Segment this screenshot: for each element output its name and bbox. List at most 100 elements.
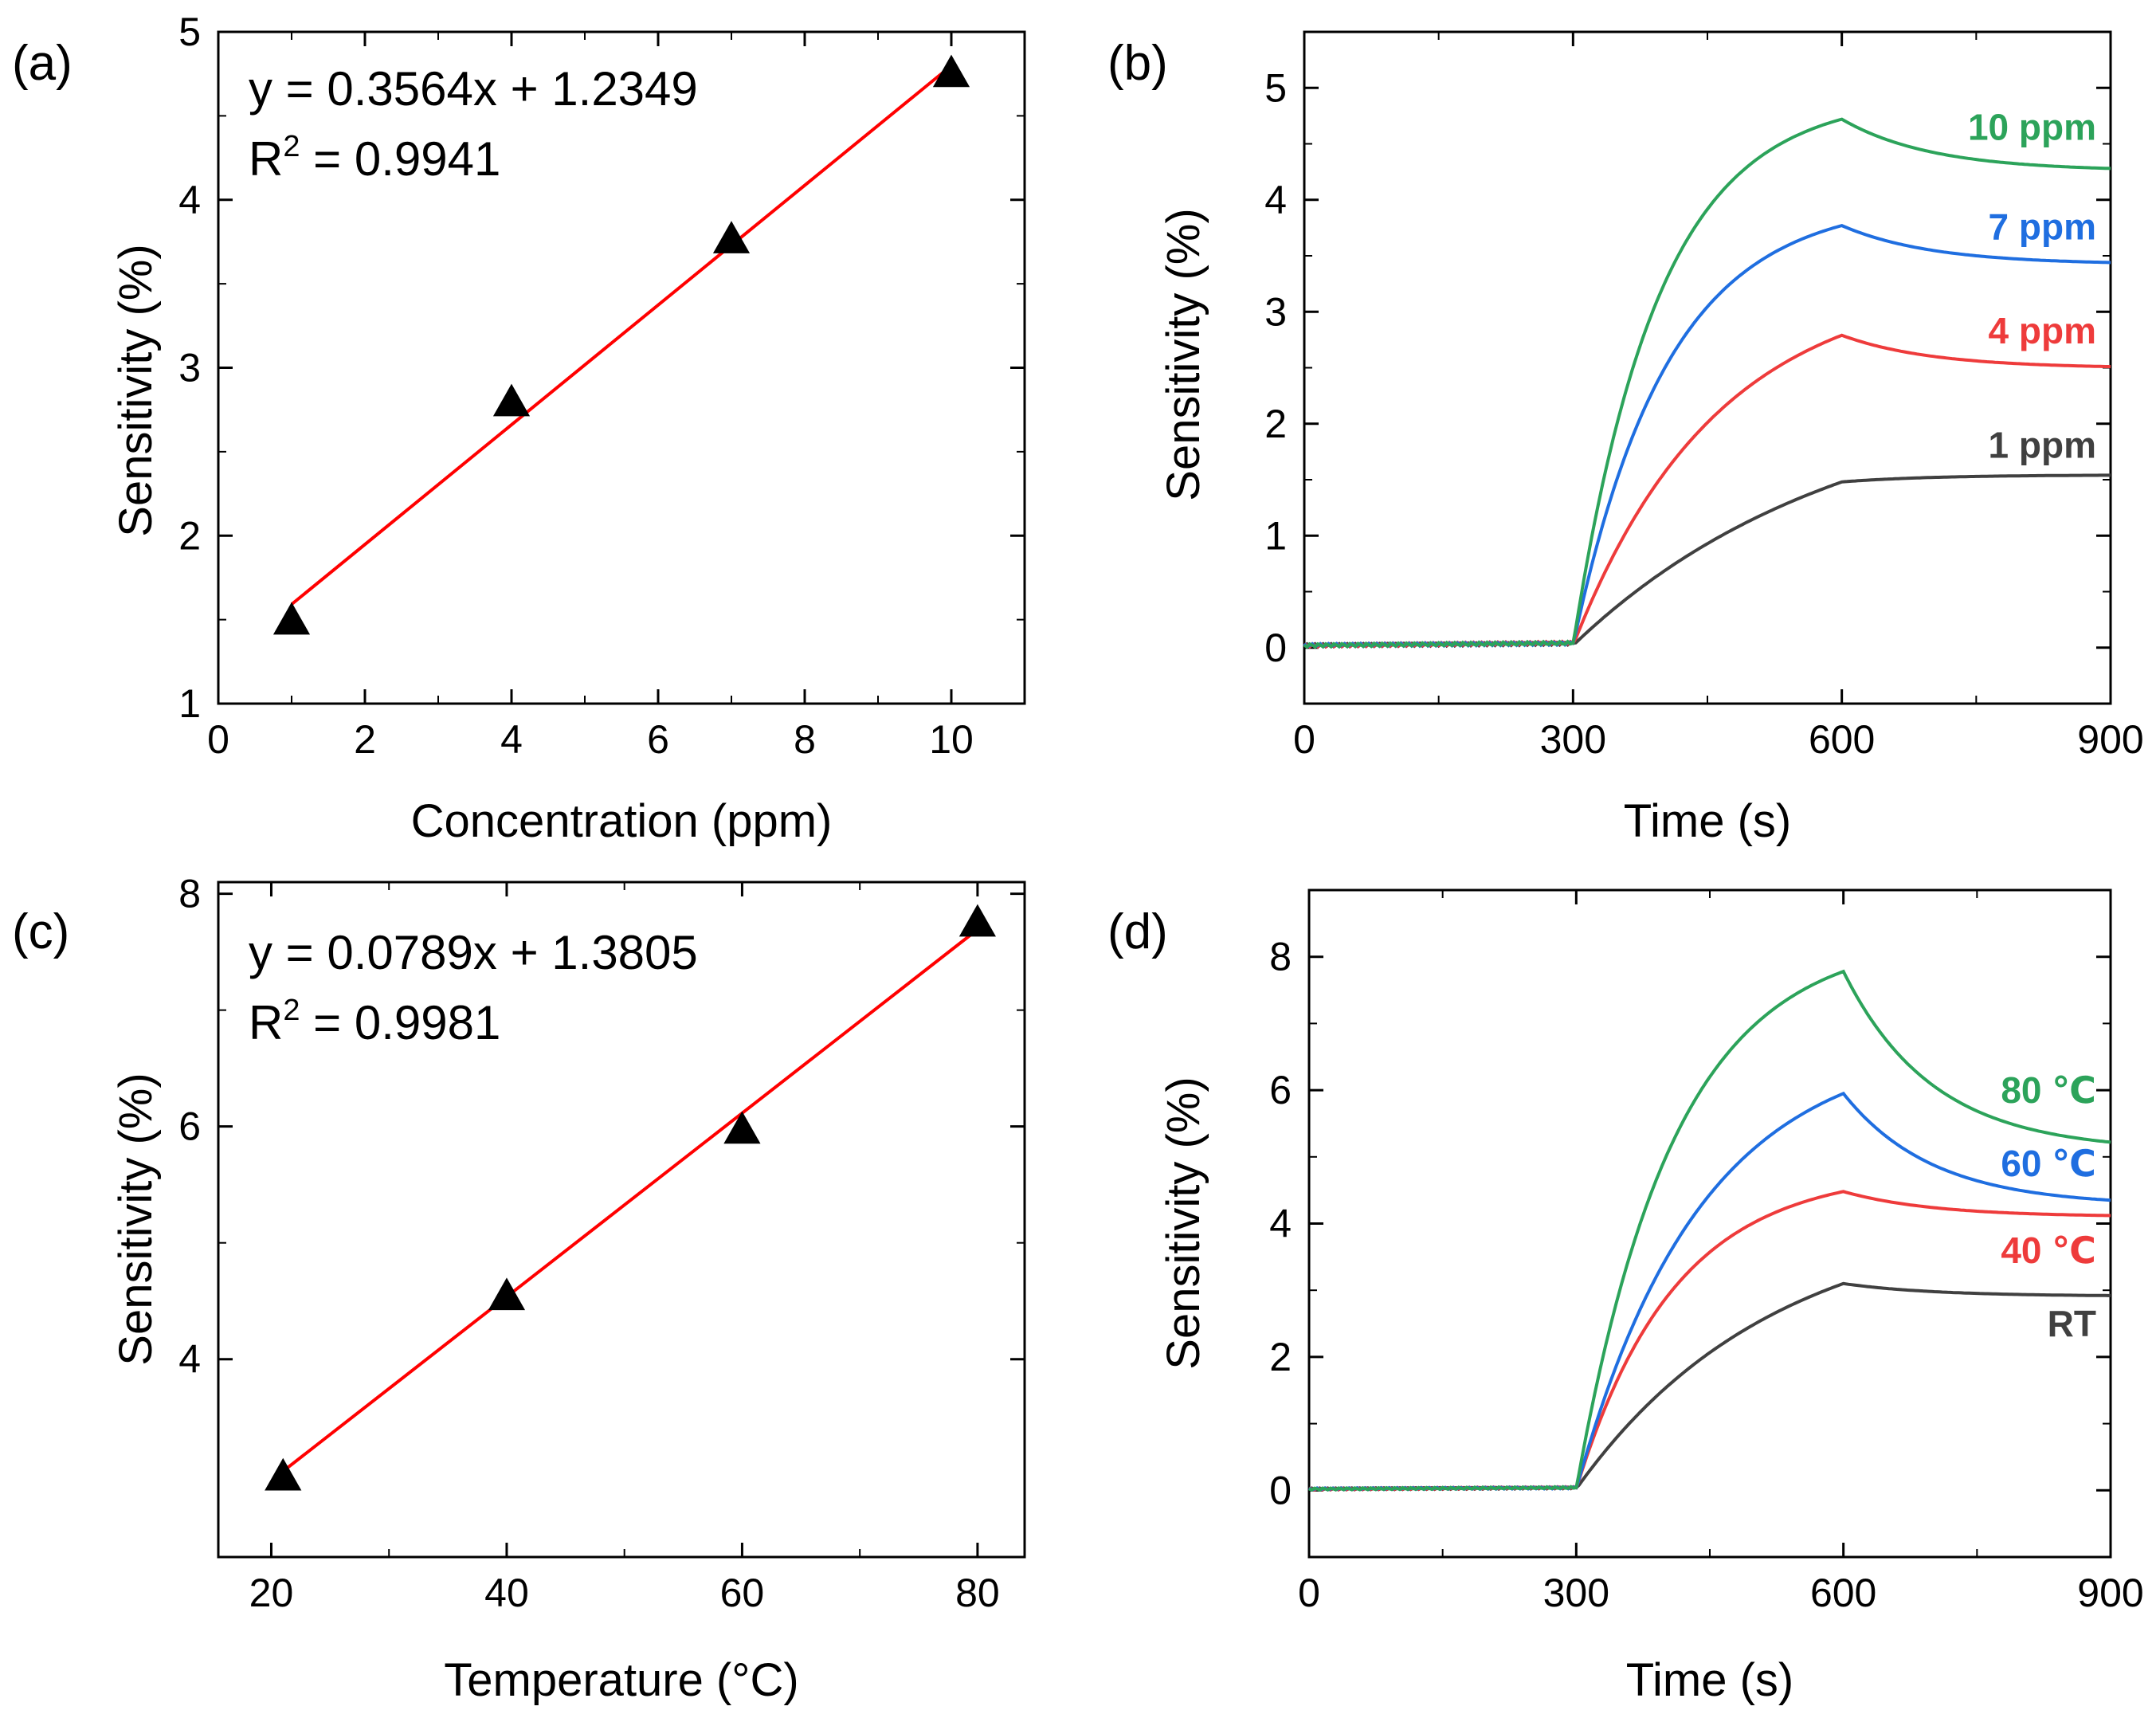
panel-d-ticks: 0 300 600 900 0 2 4 6 8 xyxy=(1269,890,2144,1615)
x-tick-label: 300 xyxy=(1540,717,1606,762)
panel-b-label: (b) xyxy=(1107,36,1168,91)
panel-b: (b) 0 300 600 900 0 1 2 3 4 5 1 ppm 4 ppm 7 ppm 10 p… xyxy=(1107,30,2144,847)
series-label: RT xyxy=(2048,1303,2096,1344)
x-tick-label: 600 xyxy=(1810,1571,1876,1615)
panel-b-series-labels: 1 ppm 4 ppm 7 ppm 10 ppm xyxy=(1968,106,2096,465)
x-tick-label: 10 xyxy=(929,717,974,762)
series-line-60- xyxy=(1307,1091,2111,1492)
panel-c-plot-frame xyxy=(217,881,1026,1559)
panel-c-label: (c) xyxy=(12,904,69,959)
series-line-10-ppm xyxy=(1303,117,2111,649)
y-tick-label: 2 xyxy=(178,513,201,558)
panel-c-equation: y = 0.0789x + 1.3805 xyxy=(249,926,698,979)
panel-c-y-axis-title: Sensitivity (%) xyxy=(110,1073,162,1365)
data-point-triangle xyxy=(488,1277,526,1311)
data-point-triangle xyxy=(712,221,751,253)
panel-c-r2-value: = 0.9981 xyxy=(300,996,500,1049)
series-label: 4 ppm xyxy=(1989,310,2096,351)
y-tick-label: 4 xyxy=(1264,178,1287,222)
data-point-triangle xyxy=(265,1457,302,1491)
panel-c-r2: R2 = 0.9981 xyxy=(249,994,500,1049)
y-tick-label: 6 xyxy=(178,1104,201,1149)
series-label: 60 ℃ xyxy=(2001,1143,2096,1184)
y-tick-label: 3 xyxy=(178,346,201,390)
panel-a-fit-line xyxy=(290,64,953,606)
panel-c: (c) 20 40 60 80 4 6 8 y = 0.0789x + 1.3805 R2 … xyxy=(12,872,1026,1706)
panel-a-points xyxy=(272,54,970,635)
panel-b-curves xyxy=(1303,117,2111,649)
panel-a-r2-value: = 0.9941 xyxy=(300,132,500,186)
panel-a-equation: y = 0.3564x + 1.2349 xyxy=(249,62,698,116)
panel-d-plot-frame xyxy=(1307,888,2112,1559)
series-line-1-ppm xyxy=(1303,473,2111,649)
series-line-4-ppm xyxy=(1303,333,2111,649)
series-line-rt xyxy=(1308,1281,2111,1492)
series-label: 1 ppm xyxy=(1989,424,2096,465)
y-tick-label: 8 xyxy=(178,872,201,916)
x-tick-label: 900 xyxy=(2077,1571,2143,1615)
panel-c-x-axis-title: Temperature (°C) xyxy=(444,1654,798,1706)
y-tick-label: 4 xyxy=(1269,1202,1292,1246)
x-tick-label: 60 xyxy=(720,1571,765,1615)
series-label: 10 ppm xyxy=(1968,106,2096,147)
series-line-40- xyxy=(1308,1190,2111,1492)
data-point-triangle xyxy=(958,904,997,937)
y-tick-label: 0 xyxy=(1264,626,1287,670)
y-tick-label: 2 xyxy=(1264,402,1287,446)
x-tick-label: 4 xyxy=(500,717,523,762)
panel-b-x-axis-title: Time (s) xyxy=(1624,795,1791,847)
x-tick-label: 0 xyxy=(1298,1571,1320,1615)
x-tick-label: 600 xyxy=(1809,717,1875,762)
panel-d-label: (d) xyxy=(1107,904,1168,959)
y-tick-label: 4 xyxy=(178,178,201,222)
series-label: 40 ℃ xyxy=(2001,1230,2096,1271)
x-tick-label: 80 xyxy=(955,1571,1000,1615)
y-tick-label: 5 xyxy=(1264,65,1287,110)
y-tick-label: 6 xyxy=(1269,1068,1292,1112)
panel-d-curves xyxy=(1307,969,2111,1492)
y-tick-label: 5 xyxy=(178,10,201,54)
panel-c-r2-sup: 2 xyxy=(283,994,300,1027)
data-point-triangle xyxy=(932,54,970,88)
y-tick-label: 3 xyxy=(1264,289,1287,334)
data-point-triangle xyxy=(492,383,531,417)
data-point-triangle xyxy=(272,602,311,635)
x-tick-label: 8 xyxy=(794,717,816,762)
x-tick-label: 900 xyxy=(2077,717,2143,762)
series-label: 7 ppm xyxy=(1989,206,2096,247)
x-tick-label: 300 xyxy=(1543,1571,1609,1615)
panel-a-r2-sup: 2 xyxy=(283,130,300,163)
y-tick-label: 4 xyxy=(178,1337,201,1382)
x-tick-label: 20 xyxy=(249,1571,294,1615)
panel-a-label: (a) xyxy=(12,36,73,91)
series-label: 80 ℃ xyxy=(2001,1069,2096,1111)
x-tick-label: 40 xyxy=(484,1571,529,1615)
panel-d: (d) 0 300 600 900 0 2 4 6 8 RT 40 ℃ 60 ℃ 80 ℃ Time … xyxy=(1107,888,2144,1706)
y-tick-label: 1 xyxy=(178,681,201,726)
panel-b-y-axis-title: Sensitivity (%) xyxy=(1158,208,1209,500)
panel-d-y-axis-title: Sensitivity (%) xyxy=(1158,1077,1209,1369)
panel-c-r2-label: R xyxy=(249,996,283,1049)
y-tick-label: 2 xyxy=(1269,1335,1292,1379)
series-line-80- xyxy=(1308,969,2111,1492)
panel-a-r2: R2 = 0.9941 xyxy=(249,130,500,186)
data-point-triangle xyxy=(723,1111,761,1144)
panel-a-x-axis-title: Concentration (ppm) xyxy=(411,795,833,847)
panel-c-fit-line xyxy=(282,928,979,1473)
panel-a-y-axis-title: Sensitivity (%) xyxy=(110,244,162,536)
panel-d-x-axis-title: Time (s) xyxy=(1626,1654,1793,1706)
y-tick-label: 0 xyxy=(1269,1468,1292,1512)
x-tick-label: 0 xyxy=(1293,717,1315,762)
panel-d-series-labels: RT 40 ℃ 60 ℃ 80 ℃ xyxy=(2001,1069,2096,1344)
y-tick-label: 8 xyxy=(1269,935,1292,979)
panel-a-r2-label: R xyxy=(249,132,283,186)
x-tick-label: 2 xyxy=(354,717,376,762)
panel-c-points xyxy=(265,904,997,1491)
panel-c-ticks: 20 40 60 80 4 6 8 xyxy=(178,872,1025,1615)
x-tick-label: 0 xyxy=(207,717,229,762)
y-tick-label: 1 xyxy=(1264,513,1287,558)
x-tick-label: 6 xyxy=(647,717,669,762)
